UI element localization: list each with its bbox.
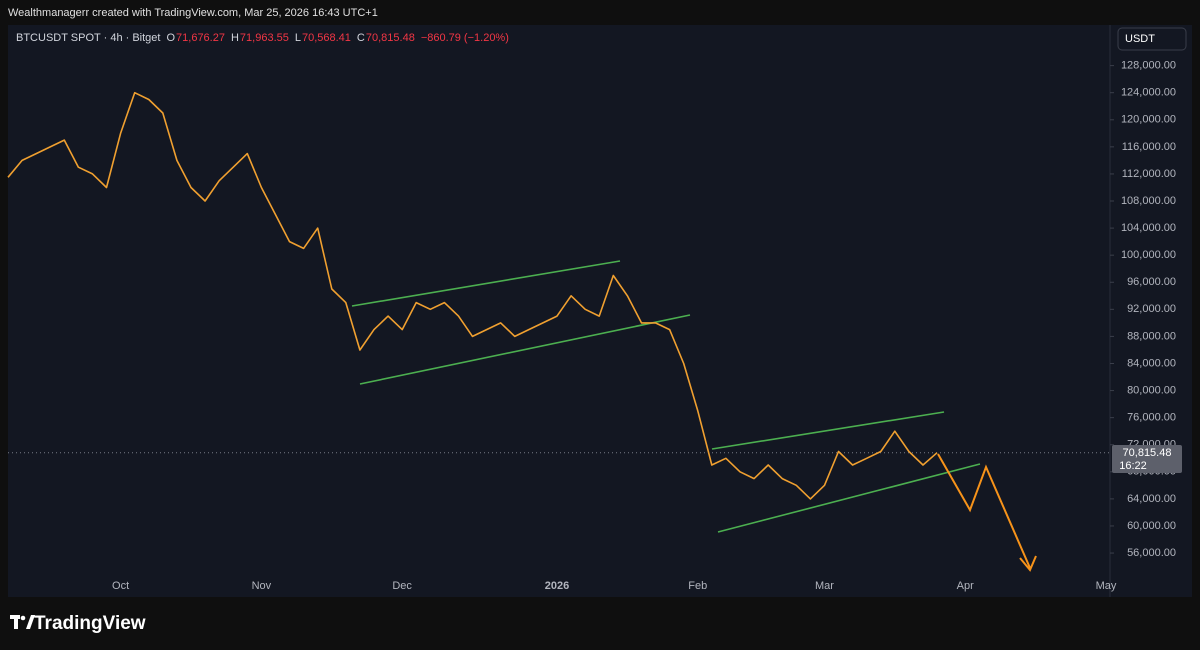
y-tick-label: 116,000.00 bbox=[1122, 141, 1176, 153]
x-tick-label: Apr bbox=[957, 580, 974, 592]
x-tick-label: Mar bbox=[815, 580, 834, 592]
y-tick-label: 112,000.00 bbox=[1122, 168, 1176, 180]
x-tick-label: Feb bbox=[688, 580, 707, 592]
y-tick-label: 56,000.00 bbox=[1127, 547, 1176, 559]
trend-lines bbox=[351, 260, 981, 533]
ohlc-key: O bbox=[166, 32, 175, 44]
chart-panel bbox=[8, 25, 1192, 597]
symbol: BTCUSDT SPOT · 4h · Bitget bbox=[16, 32, 160, 44]
y-tick-label: 88,000.00 bbox=[1127, 330, 1176, 342]
y-tick-label: 128,000.00 bbox=[1121, 60, 1176, 72]
projection-arrow bbox=[937, 453, 1031, 569]
last-price-label: 70,815.48 bbox=[1123, 447, 1172, 459]
x-tick-label: Nov bbox=[252, 580, 272, 592]
ohlc-value: 70,568.41 bbox=[302, 32, 351, 44]
attribution: Wealthmanagerr created with TradingView.… bbox=[8, 7, 378, 19]
logo-part bbox=[14, 615, 18, 629]
trend-line bbox=[717, 463, 981, 533]
y-tick-label: 80,000.00 bbox=[1127, 384, 1176, 396]
ohlc-legend: O 71,676.27 H 71,963.55 L 70,568.41 C 70,815.48… bbox=[166, 32, 508, 44]
change: −860.79 (−1.20%) bbox=[421, 32, 509, 44]
ohlc-value: 71,963.55 bbox=[240, 32, 289, 44]
y-tick-label: 76,000.00 bbox=[1127, 412, 1176, 424]
ohlc-value: 70,815.48 bbox=[366, 32, 415, 44]
y-tick-label: 64,000.00 bbox=[1127, 493, 1176, 505]
x-tick-label: Dec bbox=[392, 580, 412, 592]
ohlc-value: 71,676.27 bbox=[176, 32, 225, 44]
y-tick-label: 100,000.00 bbox=[1121, 249, 1176, 261]
trend-line bbox=[351, 260, 621, 307]
ohlc-key: C bbox=[357, 32, 365, 44]
y-tick-label: 60,000.00 bbox=[1127, 520, 1176, 532]
price-line bbox=[7, 91, 938, 500]
logo-part bbox=[20, 615, 26, 621]
x-tick-label: 2026 bbox=[545, 580, 569, 592]
y-tick-label: 84,000.00 bbox=[1127, 357, 1176, 369]
trend-line bbox=[359, 314, 691, 385]
y-tick-label: 96,000.00 bbox=[1127, 276, 1176, 288]
ohlc-key: H bbox=[231, 32, 239, 44]
y-tick-label: 124,000.00 bbox=[1121, 87, 1176, 99]
countdown: 16:22 bbox=[1119, 460, 1147, 472]
brand: TradingView bbox=[34, 613, 146, 634]
trend-line bbox=[711, 411, 945, 450]
price-label-box bbox=[1112, 445, 1182, 473]
brand-logo bbox=[10, 615, 35, 629]
y-tick-label: 120,000.00 bbox=[1121, 114, 1176, 126]
logo-part bbox=[26, 615, 35, 629]
y-tick-label: 108,000.00 bbox=[1121, 195, 1176, 207]
y-tick-label: 104,000.00 bbox=[1121, 222, 1176, 234]
x-tick-label: May bbox=[1096, 580, 1117, 592]
currency[interactable]: USDT bbox=[1125, 33, 1155, 45]
ohlc-key: L bbox=[295, 32, 301, 44]
x-tick-label: Oct bbox=[112, 580, 129, 592]
currency-button[interactable] bbox=[1117, 27, 1187, 51]
y-tick-label: 92,000.00 bbox=[1127, 303, 1176, 315]
arrow-head bbox=[1019, 555, 1037, 572]
